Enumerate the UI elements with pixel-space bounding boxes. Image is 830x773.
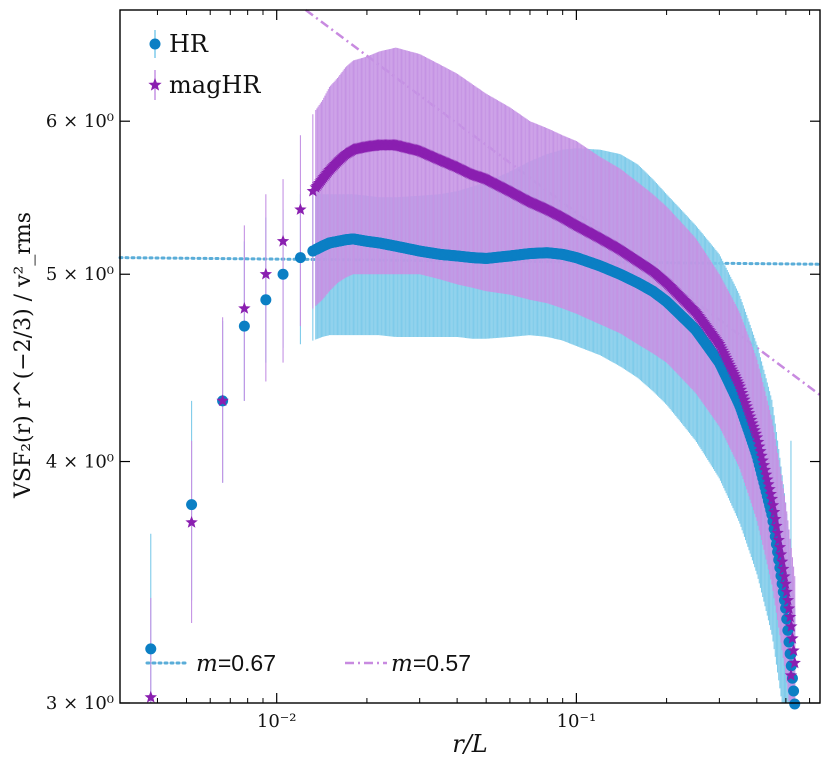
x-tick-label: 10⁻¹ [557,711,597,732]
point-maghr [781,593,795,606]
axes: 10⁻² 10⁻¹ 3 × 10⁰ 4 × 10⁰ 5 × 10⁰ 6 × 10⁰ [46,9,821,732]
point-maghr [758,463,772,476]
y-axis-label: VSF₂(r) r^(−2/3) / v²_rms [11,212,36,499]
x-tick-label: 10⁻² [257,711,297,732]
errorbars-maghr [150,47,796,703]
point-hr [238,320,250,332]
point-maghr [259,267,273,280]
point-maghr [770,519,783,532]
point-maghr [734,383,748,396]
point-maghr [769,512,782,525]
point-maghr [753,440,766,452]
plot-frame [119,9,821,704]
annotation-m-057: m=0.57 [391,650,471,677]
point-maghr [735,386,749,399]
point-maghr [771,526,784,539]
point-maghr [739,396,752,409]
legend-hr-marker [149,38,161,50]
point-maghr [740,400,753,412]
point-maghr [749,427,763,440]
point-hr [145,643,157,655]
point-maghr [763,482,776,495]
legend: HR magHR [148,30,261,100]
point-maghr [783,610,797,623]
point-maghr [276,234,290,247]
point-maghr [746,416,759,429]
legend-entry-hr: HR [149,30,209,58]
annotation-m-067-prefix: m [196,651,218,677]
point-maghr [766,498,780,511]
point-maghr [144,690,157,703]
point-hr [260,294,272,306]
y-tick-label: 6 × 10⁰ [46,111,114,132]
point-maghr [743,410,757,422]
point-maghr [756,454,769,466]
point-maghr [216,394,229,407]
annotation-m-067: m=0.67 [196,650,276,677]
markers-maghr [144,138,801,703]
point-hr [186,499,198,511]
point-maghr [757,458,771,471]
point-maghr [294,203,307,215]
point-maghr [733,380,747,392]
markers-hr [145,233,801,710]
point-maghr [761,473,774,485]
point-maghr [747,420,760,433]
point-maghr [778,569,791,582]
point-maghr [787,644,800,656]
point-maghr [780,585,793,598]
point-maghr [775,555,789,567]
point-maghr [738,393,751,406]
point-maghr [754,444,767,457]
point-maghr [741,403,755,416]
point-hr [789,698,801,710]
point-maghr [774,547,788,560]
legend-maghr-marker [148,78,162,91]
x-axis-label: r/L [452,730,488,758]
point-maghr [238,302,251,314]
point-maghr [755,449,768,462]
point-hr [294,252,306,264]
point-maghr [737,389,750,402]
data-points [144,138,801,710]
y-tick-label: 5 × 10⁰ [46,264,114,285]
point-maghr [785,620,798,632]
point-maghr [750,430,764,443]
point-maghr [185,515,198,528]
annotation-m-057-prefix: m [391,651,413,677]
annotation-m-067-value: =0.67 [218,650,276,676]
y-tick-label: 4 × 10⁰ [46,452,114,473]
point-maghr [786,632,799,644]
point-hr [277,268,289,280]
legend-hr-label: HR [169,30,209,58]
error-bars [150,47,796,703]
point-maghr [751,435,765,448]
point-maghr [788,656,801,669]
legend-entry-maghr: magHR [148,70,261,100]
point-maghr [773,540,787,553]
point-maghr [782,602,796,614]
point-maghr [767,505,781,518]
y-tick-label: 3 × 10⁰ [46,693,114,714]
point-maghr [762,477,775,490]
point-hr [788,685,800,697]
point-maghr [784,668,798,681]
legend-maghr-label: magHR [169,71,261,99]
point-maghr [742,406,756,419]
point-maghr [764,487,777,500]
point-maghr [745,413,758,426]
point-maghr [748,423,761,436]
point-maghr [765,492,779,505]
point-maghr [777,562,790,575]
annotation-m-057-value: =0.57 [413,650,471,676]
point-maghr [759,468,773,481]
point-maghr [779,577,792,590]
fit-annotations: m=0.67 m=0.57 [145,650,471,677]
point-maghr [772,533,785,546]
